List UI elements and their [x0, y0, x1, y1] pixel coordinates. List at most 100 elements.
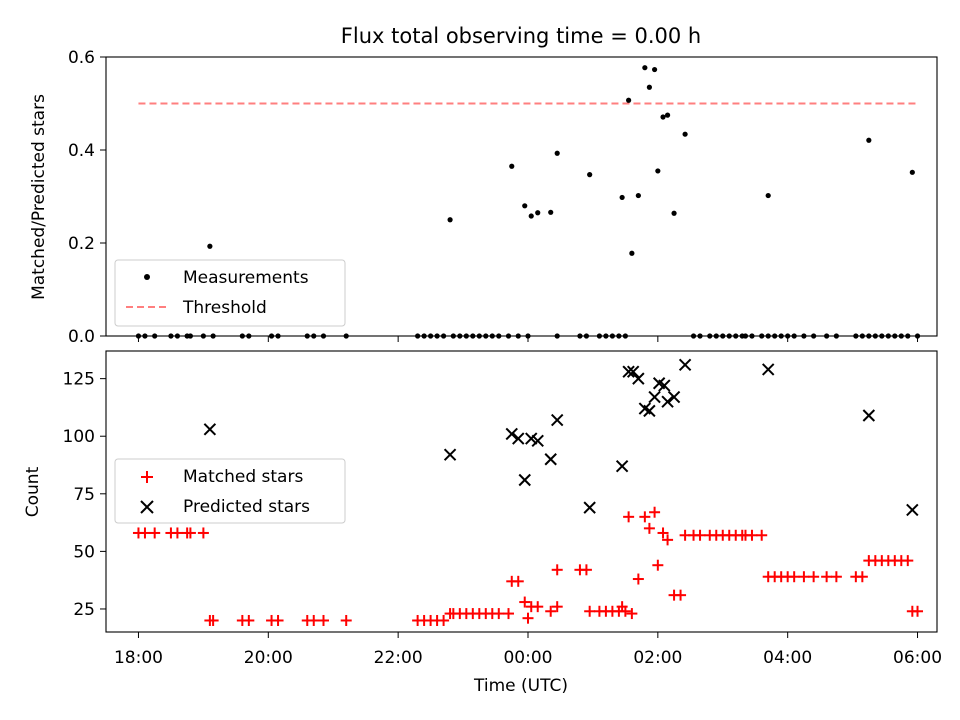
measurement-point: [646, 84, 652, 90]
matched-star-point: [746, 529, 758, 541]
matched-star-point: [171, 527, 183, 539]
predicted-star-point: [525, 432, 538, 445]
count-y-tick-label: 25: [73, 600, 95, 620]
matched-star-point: [519, 596, 531, 608]
measurement-point: [651, 66, 658, 73]
measurement-point: [765, 192, 771, 199]
matched-star-point: [438, 614, 450, 626]
matched-star-point: [522, 612, 534, 624]
x-axis-label: Time (UTC): [473, 676, 568, 696]
matched-star-point: [830, 571, 842, 583]
matched-star-point: [652, 559, 664, 571]
count-y-tick-label: 125: [63, 370, 95, 390]
legend-threshold-label: Threshold: [182, 298, 267, 318]
count-x-tick-label: 18:00: [114, 648, 163, 668]
matched-star-point: [580, 564, 592, 576]
matched-star-point: [643, 522, 655, 534]
matched-star-point: [649, 506, 661, 518]
count-x-tick-label: 22:00: [374, 648, 423, 668]
matched-star-point: [632, 573, 644, 585]
matched-star-point: [639, 511, 651, 523]
ratio-y-axis-label: Matched/Predicted stars: [29, 94, 49, 300]
count-x-ticks: 18:00 20:00 22:00 00:00 02:00 04:00 06:00: [114, 632, 942, 668]
predicted-star-point: [544, 453, 557, 466]
ratio-y-tick-label: 0.2: [68, 234, 95, 254]
count-x-tick-label: 02:00: [633, 648, 682, 668]
measurement-point: [629, 250, 635, 256]
predicted-star-point: [906, 503, 919, 517]
measurement-point: [664, 112, 671, 118]
matched-star-point: [493, 608, 505, 620]
measurement-point: [554, 150, 560, 156]
matched-star-point: [798, 571, 810, 583]
predicted-star-point: [632, 372, 645, 385]
ratio-y-tick-label: 0.6: [68, 48, 95, 68]
predicted-star-point: [531, 434, 544, 448]
legend-measurements-marker: [144, 274, 150, 280]
legend-predicted-marker: [140, 500, 154, 514]
measurement-point: [626, 97, 632, 103]
ratio-panel: Flux total observing time = 0.00 h Match…: [29, 24, 938, 347]
matched-star-point: [694, 529, 706, 541]
matched-star-point: [532, 601, 544, 613]
matched-star-point: [317, 614, 329, 626]
count-x-tick-label: 00:00: [503, 648, 552, 668]
matched-star-point: [545, 605, 557, 617]
measurement-point: [655, 168, 661, 174]
ratio-y-ticks: 0.0 0.2 0.4 0.6: [68, 48, 106, 347]
ratio-legend-box: [114, 259, 346, 327]
predicted-star-point: [443, 448, 457, 461]
predicted-star-point: [622, 365, 635, 378]
predicted-star-point: [626, 365, 640, 378]
count-plot-frame: [105, 350, 938, 633]
legend-predicted-label: Predicted stars: [183, 497, 310, 517]
predicted-star-points: [203, 358, 919, 517]
measurement-point: [447, 217, 453, 223]
legend-matched-marker: [141, 471, 153, 483]
measurement-point: [587, 172, 593, 178]
legend-measurements-label: Measurements: [183, 268, 309, 288]
matched-star-point: [912, 605, 924, 617]
matched-star-point: [551, 601, 563, 613]
matched-star-point: [662, 534, 674, 546]
measurement-point: [682, 131, 688, 137]
measurement-point: [619, 194, 625, 201]
legend-matched-label: Matched stars: [183, 467, 303, 487]
matched-star-point: [657, 527, 669, 539]
count-legend: Matched stars Predicted stars: [114, 458, 346, 524]
predicted-star-point: [550, 413, 564, 427]
predicted-star-point: [667, 390, 681, 404]
matched-star-point: [149, 527, 161, 539]
matched-star-point: [139, 527, 151, 539]
measurement-point: [909, 169, 915, 175]
measurement-point: [635, 192, 641, 199]
matched-star-point: [197, 527, 209, 539]
matched-star-point: [207, 614, 219, 626]
count-x-tick-label: 06:00: [893, 648, 942, 668]
matched-star-point: [243, 614, 255, 626]
predicted-star-point: [203, 423, 217, 436]
measurement-point: [509, 163, 515, 169]
measurement-point: [207, 243, 213, 249]
matched-star-point: [808, 571, 820, 583]
predicted-star-point: [678, 358, 692, 372]
matched-star-point: [788, 571, 800, 583]
matched-star-points: [132, 506, 924, 626]
count-x-tick-label: 20:00: [244, 648, 293, 668]
matched-star-point: [184, 527, 196, 539]
matched-star-point: [821, 571, 833, 583]
predicted-star-point: [615, 459, 629, 473]
count-y-tick-label: 75: [73, 485, 95, 505]
matched-star-point: [512, 575, 524, 587]
measurement-point: [642, 65, 648, 71]
measurement-point: [535, 210, 541, 216]
count-y-axis-label: Count: [23, 466, 43, 517]
predicted-star-point: [512, 432, 525, 445]
matched-star-point: [308, 614, 320, 626]
ratio-legend: Measurements Threshold: [114, 259, 346, 327]
measurement-point: [522, 203, 528, 209]
matched-star-point: [626, 608, 638, 620]
count-legend-box: [114, 458, 346, 524]
predicted-star-point: [648, 390, 661, 404]
